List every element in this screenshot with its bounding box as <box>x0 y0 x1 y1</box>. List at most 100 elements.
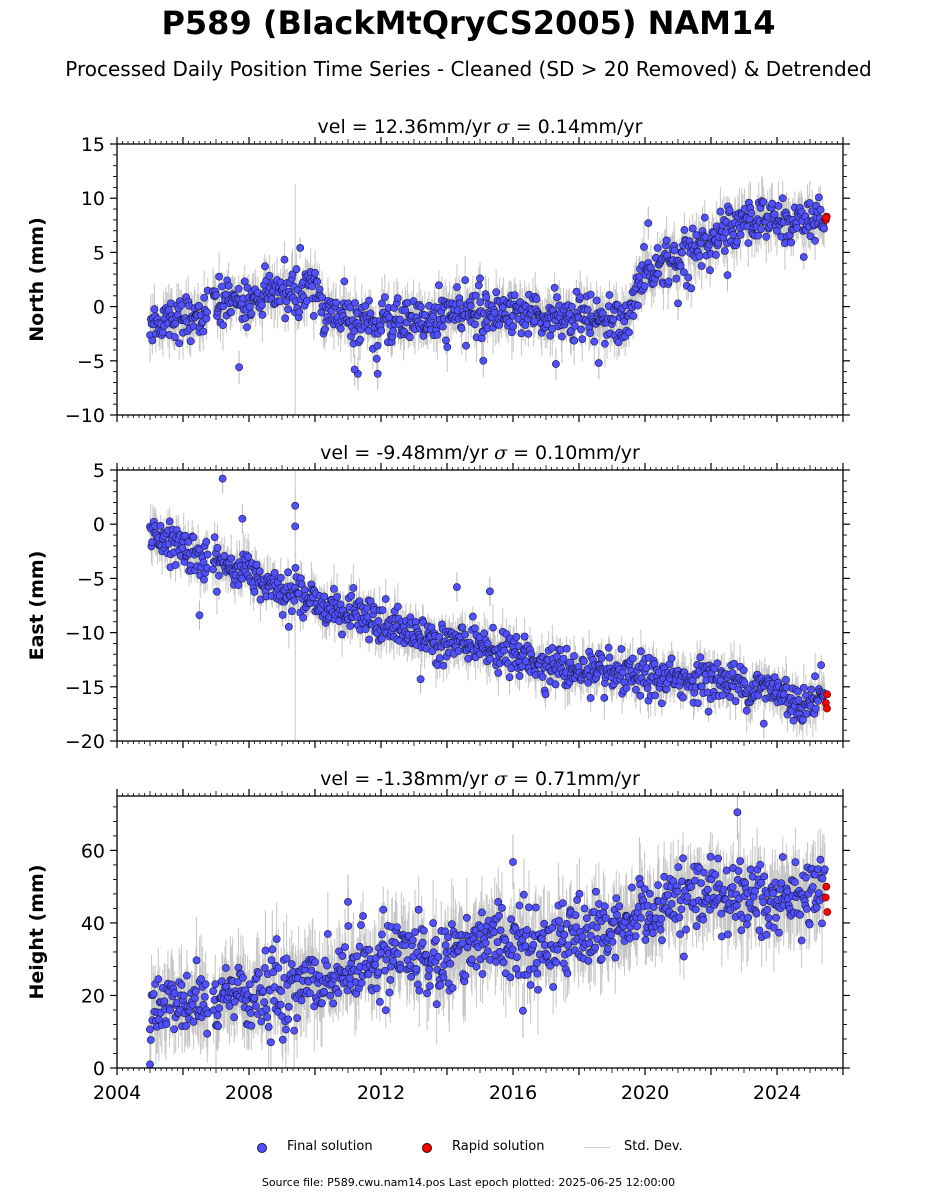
final-point <box>716 207 725 216</box>
final-point <box>270 568 279 577</box>
final-point <box>374 617 383 625</box>
final-point <box>377 326 386 335</box>
final-point <box>505 673 514 682</box>
final-point <box>378 606 387 615</box>
final-point <box>184 538 193 546</box>
final-point <box>365 296 373 305</box>
final-point <box>600 693 609 702</box>
y-tick-label: 5 <box>93 460 105 482</box>
final-point <box>295 308 304 316</box>
final-point <box>697 682 706 691</box>
final-point <box>346 303 355 312</box>
final-point <box>291 501 300 510</box>
final-point <box>815 193 823 202</box>
final-point <box>177 301 186 310</box>
final-point <box>195 611 204 620</box>
final-point <box>150 305 159 314</box>
final-point <box>817 661 826 670</box>
final-point <box>476 298 485 307</box>
final-point <box>476 274 484 283</box>
final-point <box>687 284 696 293</box>
final-point <box>696 653 705 662</box>
final-point <box>240 277 249 286</box>
final-point <box>754 691 763 700</box>
y-tick-label: −15 <box>65 677 105 699</box>
final-point <box>562 644 571 653</box>
final-point <box>704 707 713 716</box>
final-point <box>728 669 737 677</box>
final-point <box>614 338 623 347</box>
final-point <box>210 533 219 542</box>
y-tick-label: 10 <box>81 188 105 210</box>
final-point <box>586 329 594 337</box>
final-point <box>250 588 259 596</box>
final-point <box>538 673 547 681</box>
final-point <box>333 592 341 601</box>
final-point <box>692 231 701 240</box>
final-point <box>617 645 626 653</box>
final-point <box>243 323 251 332</box>
final-point <box>220 551 229 560</box>
final-point <box>757 225 765 233</box>
y-axis-label: East (mm) <box>26 551 48 661</box>
final-point <box>550 283 559 292</box>
final-point <box>461 276 470 284</box>
final-point <box>586 290 595 299</box>
final-point <box>238 514 247 523</box>
final-point <box>657 699 666 708</box>
final-point <box>594 359 603 367</box>
final-point <box>439 661 448 670</box>
final-point <box>605 653 614 662</box>
final-point <box>697 262 706 270</box>
final-point <box>740 678 749 687</box>
final-point <box>287 607 296 616</box>
final-point <box>688 224 697 233</box>
final-point <box>365 635 374 644</box>
final-point <box>252 560 261 569</box>
final-point <box>742 706 751 715</box>
y-tick-label: 5 <box>93 242 105 264</box>
final-point <box>640 282 649 291</box>
page-title: P589 (BlackMtQryCS2005) NAM14 <box>161 4 776 42</box>
rapid-point <box>823 690 832 699</box>
final-point <box>793 687 802 696</box>
final-point <box>457 324 466 333</box>
final-solution-points <box>146 193 831 378</box>
y-tick-label: −20 <box>65 731 105 753</box>
final-point <box>261 262 269 271</box>
final-point <box>309 312 318 320</box>
y-tick-label: 0 <box>93 297 105 319</box>
final-point <box>255 567 264 576</box>
final-point <box>203 550 212 559</box>
final-point <box>553 293 561 302</box>
final-point <box>199 327 208 336</box>
final-point <box>678 248 687 257</box>
final-point <box>811 672 819 681</box>
final-point <box>546 331 555 340</box>
final-point <box>288 270 297 279</box>
final-point <box>247 309 256 318</box>
final-point <box>744 239 753 248</box>
final-point <box>471 320 479 329</box>
final-point <box>471 291 480 300</box>
final-point <box>625 328 633 337</box>
final-point <box>213 543 222 552</box>
final-point <box>227 308 235 317</box>
final-point <box>590 337 599 346</box>
final-point <box>578 335 587 344</box>
final-point <box>291 522 300 531</box>
final-point <box>799 715 807 724</box>
final-point <box>512 633 521 641</box>
final-point <box>811 704 820 713</box>
final-point <box>393 602 402 611</box>
y-tick-label: −10 <box>65 623 105 645</box>
final-point <box>219 321 227 330</box>
y-tick-label: −10 <box>65 405 105 427</box>
final-point <box>461 630 470 639</box>
final-point <box>290 596 299 605</box>
final-point <box>321 325 329 334</box>
final-point <box>435 632 444 641</box>
final-point <box>276 573 285 582</box>
final-point <box>361 625 370 634</box>
